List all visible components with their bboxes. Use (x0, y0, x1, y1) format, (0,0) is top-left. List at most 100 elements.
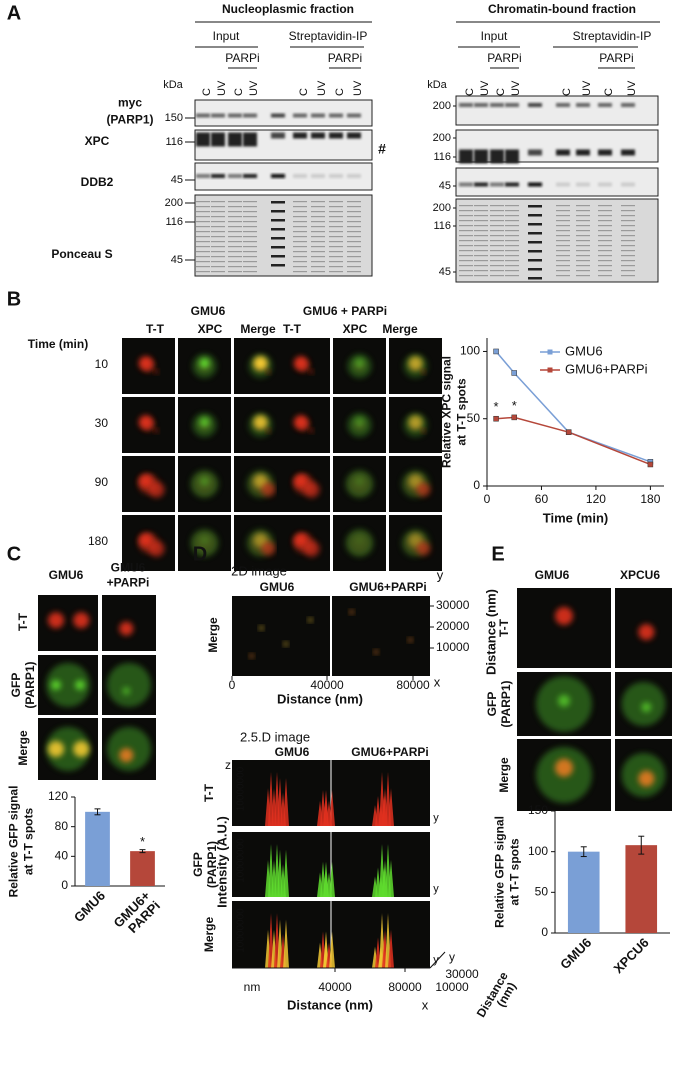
intensity-peak (388, 788, 394, 826)
label: 10000000 (236, 908, 247, 953)
fluorescent-spot (293, 356, 308, 371)
blot-band (347, 174, 361, 178)
fluorescent-spot (259, 626, 264, 630)
fluorescent-spot (261, 482, 276, 497)
blot-band (243, 216, 257, 218)
blot-band (196, 206, 210, 208)
blot-band (556, 230, 570, 232)
blot-band (598, 182, 612, 187)
blot-band (556, 260, 570, 262)
blot-band (271, 132, 285, 139)
blot-band (196, 251, 210, 253)
blot-band (621, 240, 635, 242)
label: 40 (55, 849, 69, 863)
blot-band (459, 250, 473, 252)
label: UV (510, 80, 522, 96)
label: Relative XPC signal (440, 356, 454, 468)
fluorescent-spot (73, 741, 90, 757)
blot-band (329, 251, 343, 253)
fluorescent-spot (253, 415, 268, 430)
blot-band (505, 255, 519, 257)
blot-band (528, 277, 542, 280)
blot-band (196, 246, 210, 248)
section-title: Nucleoplasmic fraction (222, 2, 354, 16)
blot-band (228, 201, 242, 203)
fluorescent-spot (46, 727, 90, 771)
label: T-T (497, 618, 511, 637)
blot-band (211, 251, 225, 253)
blot-band (243, 246, 257, 248)
blot-band (490, 215, 504, 217)
label: UV (479, 80, 491, 96)
blot-band (490, 235, 504, 237)
blot-band (293, 113, 307, 118)
blot-band (293, 271, 307, 273)
label: C (334, 88, 346, 96)
label: Time (min) (543, 510, 609, 525)
fluorescent-spot (266, 428, 271, 433)
label: 30000 (445, 967, 479, 981)
blot-band (228, 113, 242, 118)
blot (194, 194, 373, 277)
blot-band (459, 235, 473, 237)
fluorescent-spot (641, 702, 652, 713)
blot-band (474, 230, 488, 232)
fluorescent-spot (199, 358, 210, 369)
fluorescent-spot (138, 533, 153, 548)
blot-band (293, 221, 307, 223)
blot-band (243, 236, 257, 238)
blot-band (474, 275, 488, 277)
blot-band (474, 255, 488, 257)
fluorescent-spot (303, 540, 320, 557)
blot-band (196, 211, 210, 213)
blot-band (196, 221, 210, 223)
blot-band (474, 250, 488, 252)
label: GMU6+PARPi (349, 580, 426, 594)
blot-band (505, 250, 519, 252)
label: 0 (473, 478, 480, 492)
blot-band (228, 206, 242, 208)
blot-band (474, 240, 488, 242)
blot-band (459, 260, 473, 262)
blot-band (556, 210, 570, 212)
blot-band (243, 241, 257, 243)
blot-band (293, 201, 307, 203)
fluorescent-spot (138, 356, 153, 371)
label: Relative GFP signal (493, 816, 507, 928)
blot-band (621, 220, 635, 222)
blot-band (196, 236, 210, 238)
blot-band (598, 225, 612, 227)
label: 80000 (396, 678, 430, 692)
blot-band (347, 216, 361, 218)
fluorescent-spot (408, 415, 423, 430)
blot-band (621, 260, 635, 262)
blot-band (293, 211, 307, 213)
blot-band (621, 275, 635, 277)
blot-band (576, 275, 590, 277)
blot-band (459, 103, 473, 107)
blot-band (474, 225, 488, 227)
label: 45 (171, 174, 183, 186)
label: XPC (85, 134, 110, 148)
blot-band (505, 220, 519, 222)
blot-band (347, 241, 361, 243)
fluorescent-spot (75, 680, 85, 690)
label: x (422, 997, 429, 1012)
blot-band (576, 240, 590, 242)
fluorescent-spot (154, 428, 159, 433)
blot-band (329, 236, 343, 238)
fluorescent-spot (51, 680, 61, 690)
blot-band (228, 251, 242, 253)
label: 50 (535, 885, 549, 899)
x-tick-label: GMU6 (557, 935, 594, 972)
label: UV (352, 80, 364, 96)
blot-band (459, 149, 473, 164)
label: +PARPi (107, 576, 150, 590)
label: 0 (484, 492, 491, 506)
label: Intensity (A.U.) (214, 816, 229, 908)
blot-band (598, 235, 612, 237)
label: C (233, 88, 245, 96)
blot-band (243, 231, 257, 233)
blot-band (311, 174, 325, 178)
